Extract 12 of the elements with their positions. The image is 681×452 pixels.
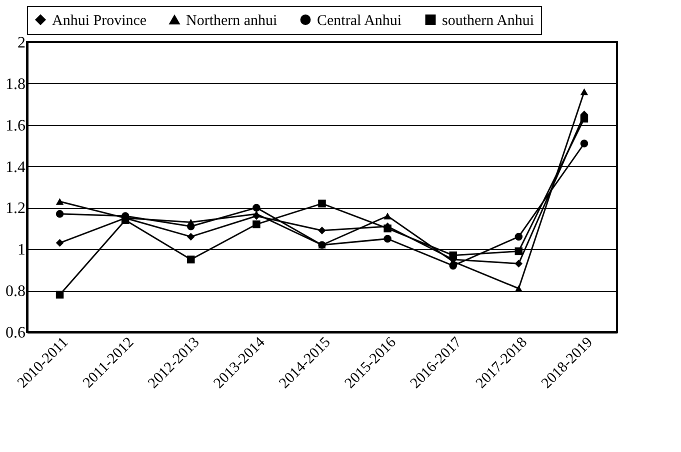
y-tick-label: 2 [18,34,26,52]
y-tick-label: 1.2 [6,200,26,218]
legend-label: southern Anhui [442,12,534,29]
legend-label: Central Anhui [317,12,402,29]
y-tick-label: 1 [18,242,26,259]
y-tick-label: 1.4 [6,158,26,176]
legend-label: Anhui Province [52,12,147,29]
y-tick-label: 0.6 [6,324,26,342]
y-tick-label: 1.8 [6,76,26,93]
y-tick-label: 1.6 [6,117,26,134]
legend-label: Northern anhui [186,12,278,29]
y-tick-label: 0.8 [6,283,26,300]
